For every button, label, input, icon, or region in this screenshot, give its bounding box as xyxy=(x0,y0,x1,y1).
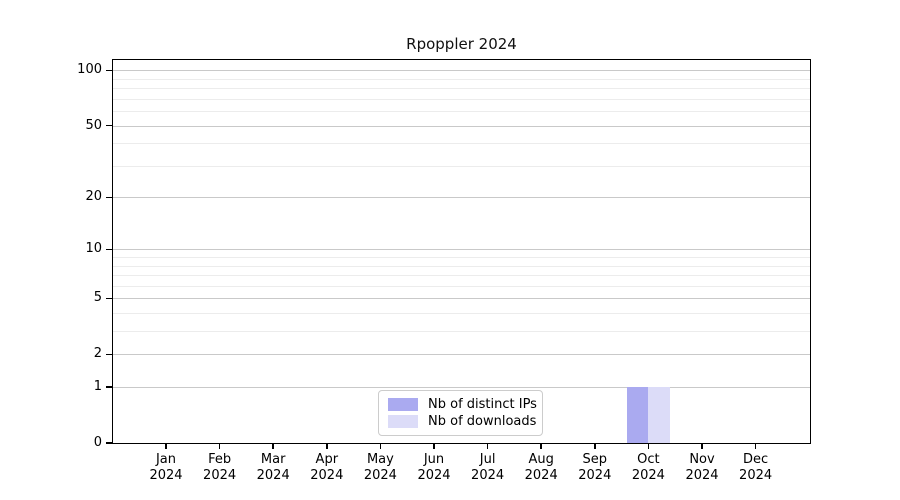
gridline-minor xyxy=(113,313,810,315)
gridline-minor xyxy=(113,78,810,80)
gridline-minor xyxy=(113,285,810,287)
x-tick-label: Feb 2024 xyxy=(203,452,237,483)
x-tick-mark xyxy=(326,443,328,449)
x-tick-mark xyxy=(165,443,167,449)
x-tick-label: May 2024 xyxy=(363,452,397,483)
y-tick-mark xyxy=(106,442,112,444)
gridline-major xyxy=(113,354,810,356)
x-tick-mark xyxy=(647,443,650,449)
gridline-minor xyxy=(113,275,810,277)
bar-nb-of-distinct-ips-oct-2024 xyxy=(626,387,649,443)
gridline-major xyxy=(113,70,810,72)
gridline-minor xyxy=(113,143,810,145)
gridline-minor xyxy=(113,111,810,113)
x-tick-mark xyxy=(701,443,703,449)
y-tick-label: 2 xyxy=(93,346,102,362)
x-tick-mark xyxy=(486,443,489,449)
x-tick-label: Mar 2024 xyxy=(256,452,290,483)
legend-swatch xyxy=(388,415,418,429)
gridline-major xyxy=(113,197,810,199)
y-tick-label: 100 xyxy=(77,62,102,78)
y-tick-mark xyxy=(106,124,112,127)
y-tick-mark xyxy=(106,386,112,388)
x-tick-mark xyxy=(540,443,542,449)
y-tick-mark xyxy=(106,353,112,356)
x-tick-mark xyxy=(379,443,382,449)
gridline-minor xyxy=(113,88,810,90)
x-tick-mark xyxy=(754,443,757,449)
x-tick-label: Apr 2024 xyxy=(310,452,344,483)
gridline-major xyxy=(113,125,810,127)
x-tick-label: Oct 2024 xyxy=(631,452,665,483)
bar-nb-of-downloads-oct-2024 xyxy=(648,387,670,443)
x-tick-label: Dec 2024 xyxy=(739,452,773,483)
legend-label: Nb of distinct IPs xyxy=(428,396,537,412)
x-tick-label: Jun 2024 xyxy=(417,452,451,483)
legend-swatch xyxy=(388,397,418,411)
y-tick-mark xyxy=(106,69,112,72)
x-tick-label: Jul 2024 xyxy=(471,452,505,483)
y-tick-label: 1 xyxy=(93,379,102,395)
legend: Nb of distinct IPs Nb of downloads xyxy=(378,390,543,436)
gridline-minor xyxy=(113,165,810,167)
legend-item: Nb of downloads xyxy=(388,414,537,430)
x-tick-mark xyxy=(272,443,274,449)
chart-title: Rpoppler 2024 xyxy=(406,35,517,53)
y-tick-mark xyxy=(106,248,112,251)
gridline-major xyxy=(113,249,810,251)
y-tick-mark xyxy=(106,196,112,198)
gridline-major xyxy=(113,387,810,389)
y-tick-label: 0 xyxy=(93,435,102,450)
y-tick-label: 50 xyxy=(85,117,102,133)
gridline-minor xyxy=(113,331,810,333)
x-tick-label: Aug 2024 xyxy=(524,452,558,483)
x-tick-mark xyxy=(594,443,596,449)
y-tick-mark xyxy=(106,297,112,300)
x-tick-mark xyxy=(433,443,435,449)
plot-area xyxy=(113,60,810,443)
gridline-minor xyxy=(113,265,810,267)
legend-item: Nb of distinct IPs xyxy=(388,397,537,412)
x-tick-label: Nov 2024 xyxy=(685,452,719,483)
y-tick-label: 5 xyxy=(93,290,102,306)
x-tick-mark xyxy=(218,443,221,449)
gridline-minor xyxy=(113,257,810,259)
y-tick-label: 20 xyxy=(85,189,102,205)
x-tick-label: Sep 2024 xyxy=(578,452,612,483)
x-tick-label: Jan 2024 xyxy=(149,452,183,483)
legend-label: Nb of downloads xyxy=(428,414,537,430)
y-tick-label: 10 xyxy=(85,241,102,257)
gridline-major xyxy=(113,298,810,300)
gridline-minor xyxy=(113,98,810,100)
